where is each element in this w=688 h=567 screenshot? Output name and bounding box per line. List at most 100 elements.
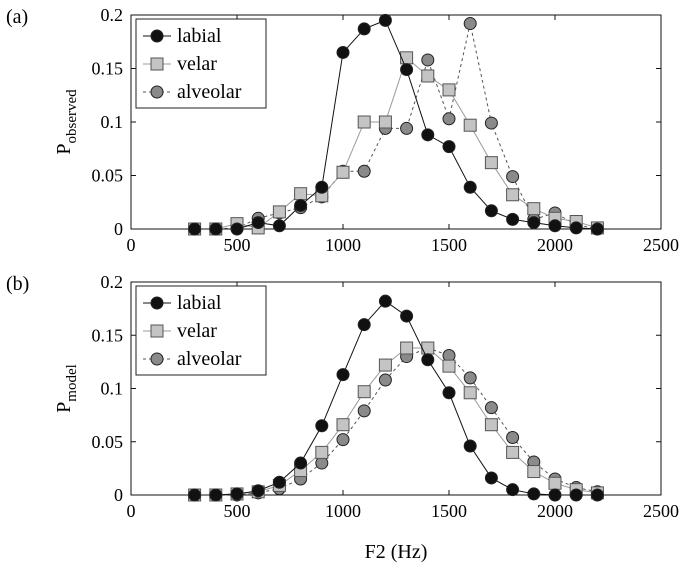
data-point-velar	[442, 359, 456, 373]
legend: labial velar alveolar	[135, 285, 267, 376]
x-tick-label: 500	[224, 501, 251, 521]
x-tick-label: 1500	[431, 501, 467, 521]
legend-marker-velar	[150, 57, 164, 71]
data-point-velar	[272, 205, 286, 219]
data-point-labial	[548, 488, 562, 502]
x-tick-label: 1000	[325, 501, 361, 521]
legend-label-velar: velar	[177, 53, 217, 75]
data-point-labial	[442, 386, 456, 400]
data-point-velar	[315, 445, 329, 459]
data-point-labial	[463, 180, 477, 194]
data-point-labial	[315, 180, 329, 194]
data-point-alveolar	[463, 371, 477, 385]
y-tick-label: 0.2	[101, 272, 124, 292]
legend-label-alveolar: alveolar	[177, 348, 242, 370]
y-tick-label: 0.15	[92, 59, 124, 79]
data-point-labial	[506, 212, 520, 226]
data-point-alveolar	[506, 170, 520, 184]
panel-label: (a)	[6, 6, 28, 28]
y-tick-label: 0.2	[101, 5, 124, 25]
data-point-labial	[569, 488, 583, 502]
data-point-alveolar	[400, 121, 414, 135]
y-axis-label-main: P	[53, 402, 75, 413]
y-axis-label-sub: observed	[64, 89, 80, 144]
data-point-labial	[230, 222, 244, 236]
data-point-velar	[336, 165, 350, 179]
y-tick-label: 0.1	[101, 112, 124, 132]
data-point-velar	[442, 83, 456, 97]
data-point-labial	[251, 216, 265, 230]
legend: labial velar alveolar	[135, 18, 267, 109]
data-point-velar	[378, 358, 392, 372]
data-point-labial	[294, 198, 308, 212]
data-point-labial	[378, 294, 392, 308]
data-point-labial	[336, 45, 350, 59]
x-tick-label: 1000	[325, 235, 361, 255]
chart-panel-b: 0 500 1000 1500 2000 2500 0 0.05 0.1 0.15 0.2 (b) Pm…	[6, 272, 679, 563]
data-point-velar	[421, 69, 435, 83]
data-point-labial	[230, 487, 244, 501]
data-point-labial	[188, 488, 202, 502]
data-point-velar	[400, 341, 414, 355]
data-point-velar	[463, 118, 477, 132]
x-tick-label: 2500	[643, 501, 679, 521]
legend-marker-velar	[150, 324, 164, 338]
x-tick-label: 500	[224, 235, 251, 255]
data-point-labial	[421, 353, 435, 367]
data-point-labial	[527, 487, 541, 501]
x-tick-label: 2000	[537, 501, 573, 521]
data-point-labial	[442, 140, 456, 154]
data-point-labial	[272, 219, 286, 233]
y-axis-label: Pobserved	[53, 89, 80, 155]
y-tick-label: 0.1	[101, 379, 124, 399]
series-labial	[188, 294, 604, 502]
y-tick-label: 0	[114, 485, 123, 505]
data-point-velar	[294, 187, 308, 201]
data-point-velar	[378, 115, 392, 129]
series-line-alveolar	[194, 23, 598, 230]
legend-marker-alveolar	[150, 85, 164, 99]
legend-marker-alveolar	[150, 352, 164, 366]
data-point-labial	[527, 216, 541, 230]
data-point-velar	[357, 385, 371, 399]
data-point-alveolar	[357, 164, 371, 178]
data-point-velar	[506, 188, 520, 202]
x-tick-label: 2000	[537, 235, 573, 255]
data-point-labial	[506, 483, 520, 497]
data-point-alveolar	[421, 53, 435, 67]
data-point-velar	[506, 445, 520, 459]
data-point-alveolar	[484, 116, 498, 130]
legend-label-labial: labial	[177, 25, 222, 47]
y-tick-label: 0.15	[92, 325, 124, 345]
data-point-velar	[548, 476, 562, 490]
data-point-labial	[209, 222, 223, 236]
data-point-labial	[400, 63, 414, 77]
data-point-labial	[569, 221, 583, 235]
data-point-velar	[336, 418, 350, 432]
data-point-labial	[357, 22, 371, 36]
legend-label-labial: labial	[177, 292, 222, 314]
data-point-labial	[484, 204, 498, 218]
data-point-alveolar	[336, 433, 350, 447]
legend-marker-labial	[150, 29, 164, 43]
data-point-alveolar	[442, 112, 456, 126]
data-point-velar	[463, 386, 477, 400]
y-axis-label-main: P	[53, 144, 75, 155]
data-point-labial	[272, 475, 286, 489]
data-point-velar	[527, 465, 541, 479]
y-axis-label-sub: model	[64, 364, 80, 402]
x-tick-label: 0	[127, 235, 136, 255]
legend-label-velar: velar	[177, 320, 217, 342]
data-point-alveolar	[378, 373, 392, 387]
panel-label: (b)	[6, 273, 29, 295]
y-tick-label: 0	[114, 219, 123, 239]
y-tick-label: 0.05	[92, 166, 124, 186]
data-point-labial	[590, 488, 604, 502]
data-point-alveolar	[463, 17, 477, 31]
x-tick-label: 1500	[431, 235, 467, 255]
y-tick-label: 0.05	[92, 432, 124, 452]
data-point-labial	[294, 456, 308, 470]
data-point-velar	[527, 202, 541, 216]
legend-label-alveolar: alveolar	[177, 81, 242, 103]
